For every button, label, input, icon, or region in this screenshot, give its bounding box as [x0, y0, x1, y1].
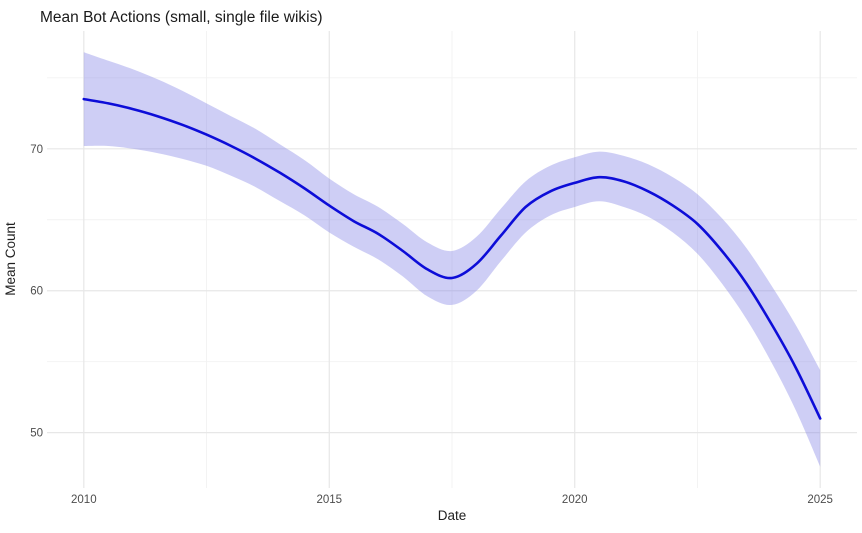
x-axis-label: Date: [438, 508, 467, 523]
x-tick-label: 2025: [807, 494, 833, 506]
minor-gridlines: [47, 31, 857, 488]
y-tick-label: 70: [30, 144, 43, 156]
major-gridlines: [47, 31, 857, 488]
x-tick-label: 2010: [71, 494, 97, 506]
confidence-band-layer: [83, 52, 821, 467]
y-tick-label: 60: [30, 286, 43, 298]
trend-line: [82, 97, 822, 420]
chart-title: Mean Bot Actions (small, single file wik…: [40, 9, 323, 26]
x-tick-label: 2020: [562, 494, 588, 506]
y-axis-tick-labels: 50 60 70: [30, 144, 43, 440]
x-tick-label: 2015: [316, 494, 342, 506]
y-tick-label: 50: [30, 428, 43, 440]
confidence-band: [83, 52, 821, 467]
x-axis-tick-labels: 2010 2015 2020 2025: [71, 494, 833, 506]
y-axis-label: Mean Count: [3, 222, 18, 296]
trend-line-layer: [82, 97, 822, 420]
